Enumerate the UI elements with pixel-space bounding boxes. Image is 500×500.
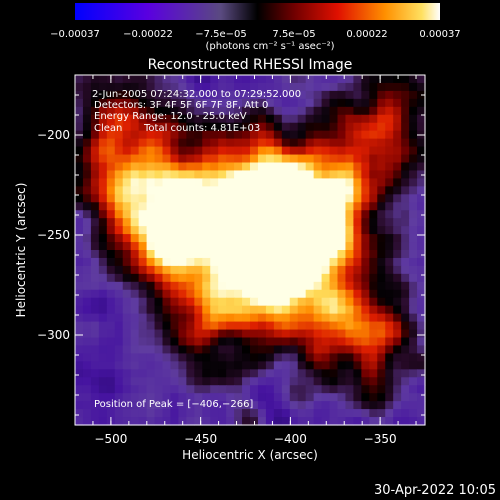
footer-timestamp: 30-Apr-2022 10:05 bbox=[374, 483, 496, 498]
heatmap-image bbox=[75, 75, 426, 426]
colorbar-tick-label: 7.5e−05 bbox=[272, 29, 315, 40]
x-tick-label: −500 bbox=[94, 432, 127, 446]
colorbar-tick-label: −0.00022 bbox=[123, 29, 173, 40]
colorbar-tick-label: −7.5e−05 bbox=[195, 29, 247, 40]
colorbar-tick-label: 0.00022 bbox=[346, 29, 387, 40]
colorbar-tick-label: 0.00037 bbox=[419, 29, 460, 40]
colorbar-unit-label: (photons cm⁻² s⁻¹ asec⁻²) bbox=[205, 41, 334, 52]
plot-frame bbox=[74, 74, 426, 426]
x-axis-label: Heliocentric X (arcsec) bbox=[182, 448, 318, 462]
annotation-detectors: Detectors: 3F 4F 5F 6F 7F 8F, Att 0 bbox=[94, 100, 268, 111]
y-tick-label: −250 bbox=[37, 228, 70, 242]
x-tick-label: −400 bbox=[274, 432, 307, 446]
annotation-energy-range: Energy Range: 12.0 - 25.0 keV bbox=[94, 111, 247, 122]
annotation-clean: Clean bbox=[94, 123, 122, 134]
colorbar: −0.00037 −0.00022 −7.5e−05 7.5e−05 0.00022 0.… bbox=[50, 3, 461, 52]
annotation-peak-position: Position of Peak = [−406,−266] bbox=[94, 399, 253, 410]
y-tick-label: −200 bbox=[37, 128, 70, 142]
colorbar-gradient bbox=[75, 3, 440, 20]
x-tick-label: −350 bbox=[364, 432, 397, 446]
y-axis-label: Heliocentric Y (arcsec) bbox=[14, 183, 28, 318]
colorbar-tick-label: −0.00037 bbox=[50, 29, 100, 40]
annotation-time-range: 2-Jun-2005 07:24:32.000 to 07:29:52.000 bbox=[92, 89, 301, 100]
y-tick-label: −300 bbox=[37, 328, 70, 342]
chart-title: Reconstructed RHESSI Image bbox=[148, 57, 353, 73]
annotation-total-counts: Total counts: 4.81E+03 bbox=[143, 123, 260, 134]
x-tick-label: −450 bbox=[184, 432, 217, 446]
